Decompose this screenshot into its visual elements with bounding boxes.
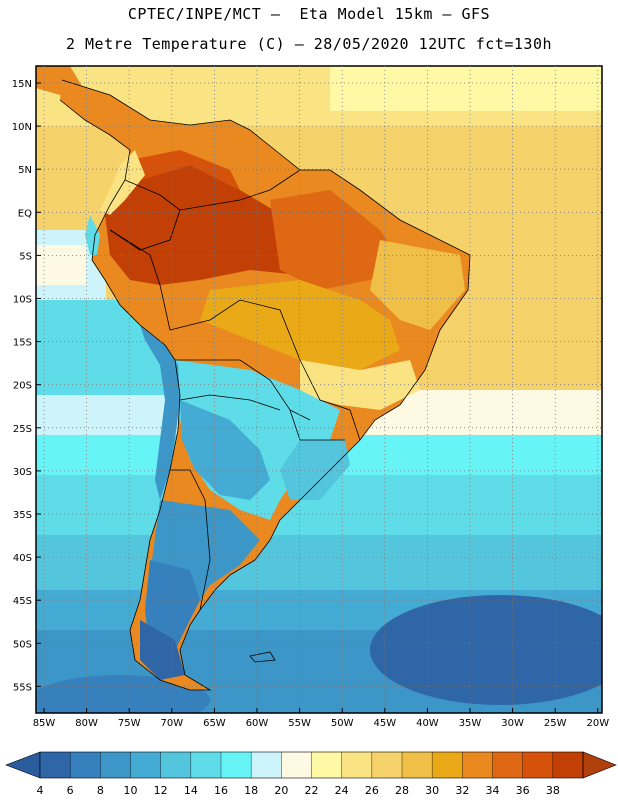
colorbar-swatch xyxy=(130,752,161,778)
colorbar-tick-label: 20 xyxy=(274,784,289,797)
colorbar-tick-label: 32 xyxy=(455,784,470,797)
colorbar-tick-label: 16 xyxy=(214,784,228,797)
lon-label: 35W xyxy=(459,718,482,729)
lat-label: 40S xyxy=(13,553,32,564)
graticule xyxy=(36,66,602,713)
map-frame xyxy=(35,65,603,714)
latitude-labels: 15N 10N 5N EQ 5S 10S 15S 20S 25S 30S 35S 40S 45S 50S 5… xyxy=(12,79,32,693)
lat-label: 30S xyxy=(13,467,32,478)
colorbar-left-arrow xyxy=(5,751,41,779)
lon-label: 70W xyxy=(160,718,183,729)
lat-label: 20S xyxy=(13,381,32,392)
colorbar xyxy=(5,751,617,779)
colorbar-swatch xyxy=(311,752,342,778)
colorbar-tick-label: 28 xyxy=(395,784,409,797)
colorbar-swatch xyxy=(70,752,101,778)
central-america-land xyxy=(36,66,110,122)
map-field xyxy=(36,66,602,713)
lon-label: 45W xyxy=(373,718,396,729)
title-line-1: CPTEC/INPE/MCT – Eta Model 15km – GFS xyxy=(127,5,491,23)
colorbar-right-arrow xyxy=(582,751,617,779)
lon-label: 25W xyxy=(544,718,567,729)
colorbar-tick-label: 22 xyxy=(304,784,319,797)
longitude-labels: 85W 80W 75W 70W 65W 60W 55W 50W 45W 40W 35W 30W 25W 2… xyxy=(33,718,610,729)
lon-label: 60W xyxy=(246,718,269,729)
colorbar-swatch xyxy=(402,752,433,778)
colorbar-tick-label: 36 xyxy=(515,784,530,797)
lon-label: 85W xyxy=(33,718,56,729)
colorbar-swatch xyxy=(371,752,403,778)
falkland-islands xyxy=(249,651,276,663)
colorbar-tick-label: 14 xyxy=(183,784,198,797)
lat-label: 50S xyxy=(13,639,32,650)
lon-label: 40W xyxy=(416,718,439,729)
lat-label: 15N xyxy=(12,79,32,90)
lat-label: 5N xyxy=(18,165,32,176)
lat-label: 25S xyxy=(13,424,32,435)
lat-label: 45S xyxy=(13,596,32,607)
colorbar-tick-label: 10 xyxy=(123,784,138,797)
lon-label: 75W xyxy=(118,718,141,729)
country-borders xyxy=(59,79,471,691)
colorbar-tick-label: 4 xyxy=(36,784,44,797)
lon-label: 30W xyxy=(501,718,524,729)
lat-label: 5S xyxy=(19,251,32,262)
title-line-2: 2 Metre Temperature (C) – 28/05/2020 12U… xyxy=(65,35,553,53)
colorbar-tick-label: 34 xyxy=(485,784,500,797)
colorbar-tick-label: 6 xyxy=(66,784,74,797)
colorbar-tick-label: 24 xyxy=(334,784,349,797)
colorbar-swatch xyxy=(281,752,312,778)
colorbar-swatch xyxy=(432,752,463,778)
colorbar-tick-label: 12 xyxy=(153,784,168,797)
colorbar-swatch xyxy=(552,752,584,778)
lon-label: 50W xyxy=(331,718,354,729)
lon-label: 55W xyxy=(288,718,311,729)
colorbar-swatch xyxy=(492,752,523,778)
colorbar-swatch xyxy=(251,752,282,778)
colorbar-tick-label: 30 xyxy=(425,784,440,797)
colorbar-tick-label: 8 xyxy=(96,784,104,797)
lat-label: EQ xyxy=(18,208,32,219)
lon-label: 65W xyxy=(203,718,226,729)
lon-label: 80W xyxy=(75,718,98,729)
colorbar-tick-label: 18 xyxy=(244,784,259,797)
lat-label: 10S xyxy=(13,295,32,306)
lat-label: 15S xyxy=(13,338,32,349)
lat-label: 55S xyxy=(13,682,32,693)
colorbar-swatch xyxy=(190,752,222,778)
colorbar-tick-label: 26 xyxy=(364,784,379,797)
colorbar-swatch xyxy=(160,752,192,778)
lon-label: 20W xyxy=(586,718,609,729)
colorbar-swatch xyxy=(462,752,493,778)
colorbar-swatch xyxy=(40,752,71,778)
colorbar-swatch xyxy=(522,752,554,778)
colorbar-swatch xyxy=(100,752,131,778)
colorbar-swatch xyxy=(221,752,252,778)
lat-label: 35S xyxy=(13,510,32,521)
lat-label: 10N xyxy=(12,122,32,133)
colorbar-tick-label: 38 xyxy=(545,784,560,797)
colorbar-swatch xyxy=(341,752,373,778)
